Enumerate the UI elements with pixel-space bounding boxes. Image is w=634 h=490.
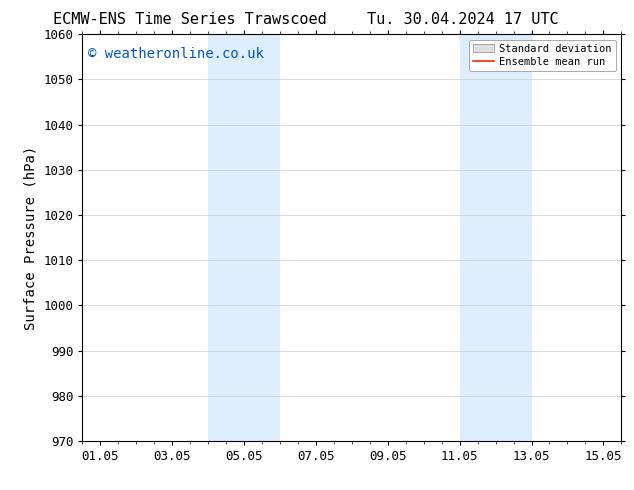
Text: Tu. 30.04.2024 17 UTC: Tu. 30.04.2024 17 UTC <box>367 12 559 27</box>
Text: ECMW-ENS Time Series Trawscoed: ECMW-ENS Time Series Trawscoed <box>53 12 327 27</box>
Bar <box>460 34 531 441</box>
Text: © weatheronline.co.uk: © weatheronline.co.uk <box>87 47 264 60</box>
Bar <box>208 34 280 441</box>
Y-axis label: Surface Pressure (hPa): Surface Pressure (hPa) <box>24 146 38 330</box>
Legend: Standard deviation, Ensemble mean run: Standard deviation, Ensemble mean run <box>469 40 616 71</box>
